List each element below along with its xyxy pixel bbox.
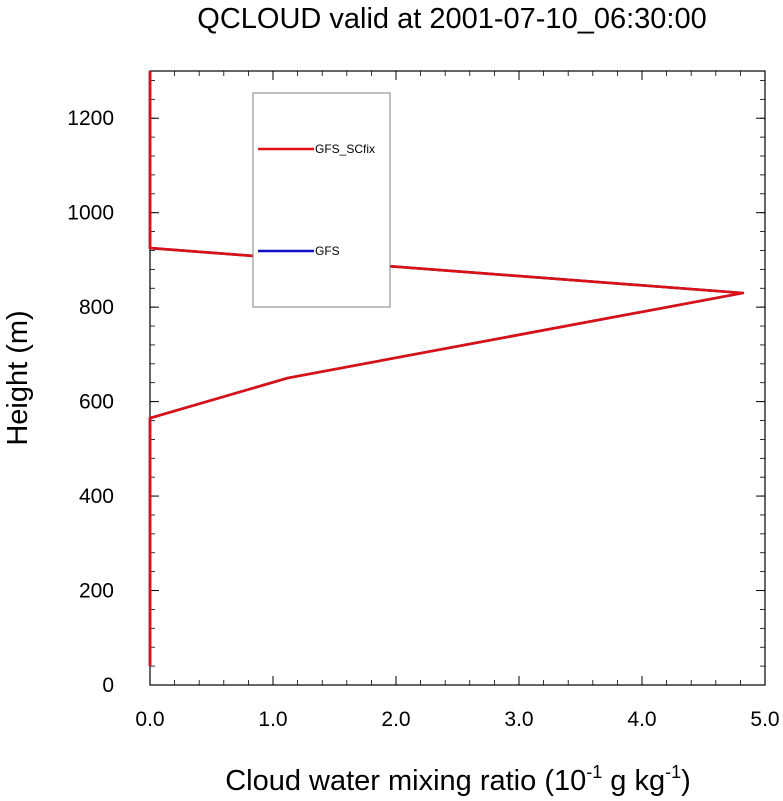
- chart-title: QCLOUD valid at 2001-07-10_06:30:00: [197, 3, 706, 35]
- x-tick-label: 5.0: [750, 708, 779, 731]
- series-line-gfs-scfix: [148, 71, 745, 667]
- legend-label-gfs-scfix: GFS_SCfix: [315, 142, 375, 156]
- y-tick-label: 1000: [67, 202, 114, 225]
- x-tick-label: 3.0: [504, 708, 533, 731]
- legend-label-gfs: GFS: [315, 244, 340, 258]
- y-tick-label: 600: [79, 391, 114, 414]
- series-line-gfs: [148, 71, 745, 667]
- y-tick-label: 800: [79, 296, 114, 319]
- y-axis-label: Height (m): [2, 310, 34, 445]
- x-tick-label: 0.0: [135, 708, 164, 731]
- y-tick-label: 200: [79, 580, 114, 603]
- x-axis-label: Cloud water mixing ratio (10-1 g kg-1): [225, 762, 691, 797]
- legend: GFS_SCfix GFS: [252, 92, 391, 308]
- x-tick-label: 4.0: [627, 708, 656, 731]
- legend-box: [252, 92, 391, 308]
- y-tick-label: 0: [102, 674, 114, 697]
- x-tick-label: 1.0: [258, 708, 287, 731]
- y-tick-label: 400: [79, 485, 114, 508]
- plot-frame: [149, 70, 766, 686]
- y-tick-label: 1200: [67, 107, 114, 130]
- x-axis-ticks: 0.0 1.0 2.0 3.0 4.0 5.0: [135, 71, 780, 731]
- series-layer: [148, 71, 745, 667]
- y-axis-ticks: 0 200 400 600 800 1000 1200: [67, 80, 765, 697]
- x-tick-label: 2.0: [381, 708, 410, 731]
